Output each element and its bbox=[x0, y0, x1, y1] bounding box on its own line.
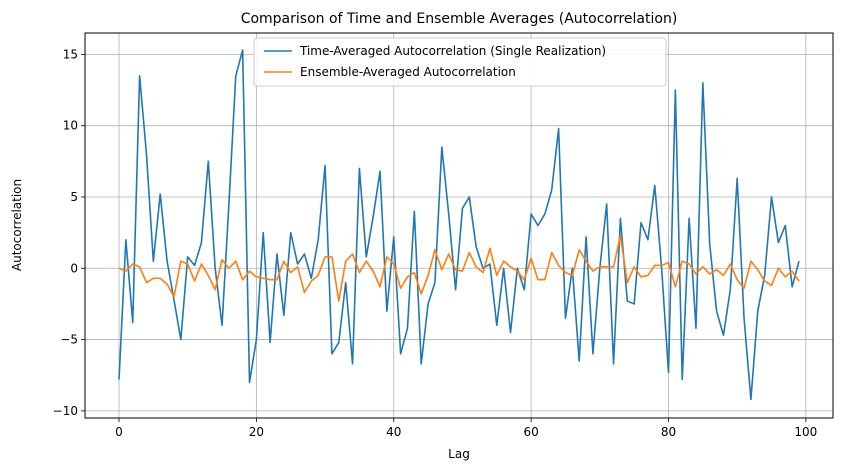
y-tick-label: 15 bbox=[63, 47, 78, 61]
chart-title: Comparison of Time and Ensemble Averages… bbox=[241, 11, 678, 27]
ticks: 0 20 40 60 80 100 −10 −5 0 5 10 15 bbox=[53, 47, 818, 439]
legend-label: Time-Averaged Autocorrelation (Single Re… bbox=[299, 44, 606, 58]
y-axis-label: Autocorrelation bbox=[10, 179, 24, 271]
y-tick-label: 5 bbox=[70, 190, 78, 204]
x-tick-label: 100 bbox=[794, 425, 817, 439]
y-tick-label: −10 bbox=[53, 404, 78, 418]
y-tick-label: −5 bbox=[60, 333, 78, 347]
x-tick-label: 40 bbox=[386, 425, 401, 439]
y-tick-label: 0 bbox=[70, 261, 78, 275]
series-line-time-averaged bbox=[118, 49, 800, 401]
x-tick-label: 80 bbox=[661, 425, 676, 439]
plot-frame bbox=[84, 32, 834, 419]
legend-box bbox=[253, 37, 667, 87]
series-layer bbox=[118, 49, 800, 401]
series-line-ensemble-averaged bbox=[118, 234, 800, 302]
y-tick-label: 10 bbox=[63, 119, 78, 133]
x-axis-label: Lag bbox=[448, 447, 470, 461]
legend: Time-Averaged Autocorrelation (Single Re… bbox=[253, 37, 667, 87]
x-tick-label: 60 bbox=[523, 425, 538, 439]
x-tick-label: 20 bbox=[249, 425, 264, 439]
legend-label: Ensemble-Averaged Autocorrelation bbox=[300, 65, 516, 79]
x-tick-label: 0 bbox=[115, 425, 123, 439]
